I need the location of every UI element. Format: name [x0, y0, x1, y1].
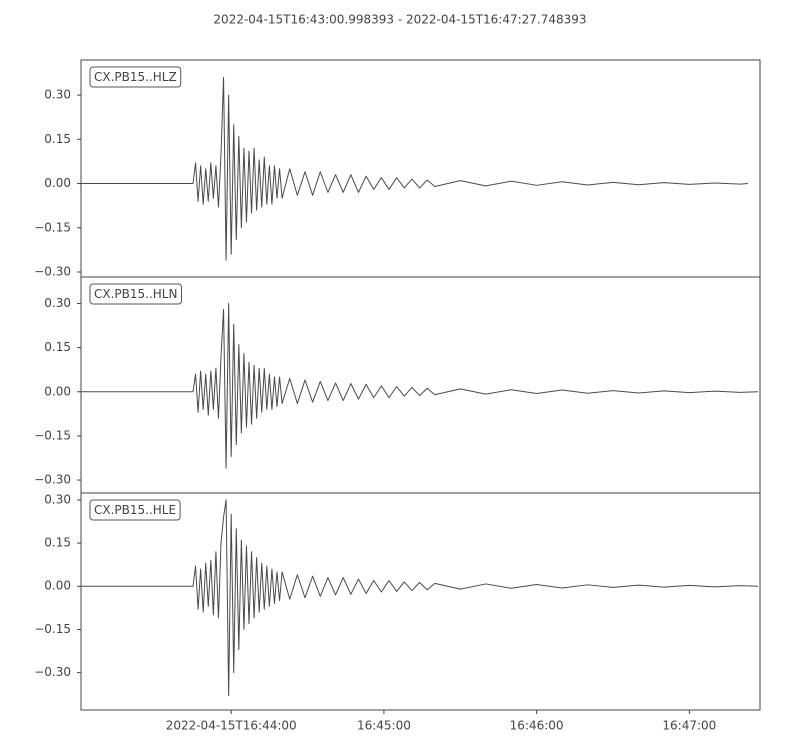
trace-label-text: CX.PB15..HLZ	[94, 70, 177, 84]
y-tick-label: 0.00	[44, 176, 71, 190]
waveform	[81, 302, 759, 469]
trace-label-text: CX.PB15..HLE	[94, 503, 176, 517]
trace-label-text: CX.PB15..HLN	[94, 287, 177, 301]
y-tick-label: 0.30	[44, 492, 71, 506]
y-tick-label: 0.00	[44, 579, 71, 593]
figure-title: 2022-04-15T16:43:00.998393 - 2022-04-15T…	[213, 13, 586, 27]
trace-label: CX.PB15..HLZ	[89, 66, 182, 88]
trace-label-box	[89, 499, 181, 521]
y-tick-label: −0.15	[34, 622, 71, 636]
x-tick-label: 2022-04-15T16:44:00	[166, 719, 297, 733]
waveform	[81, 76, 748, 261]
y-tick-label: −0.15	[34, 220, 71, 234]
panel-frame	[80, 59, 761, 278]
y-tick-label: 0.30	[44, 296, 71, 310]
y-tick-label: 0.30	[44, 88, 71, 102]
trace-label: CX.PB15..HLN	[89, 283, 182, 305]
y-tick-label: −0.30	[34, 473, 71, 487]
y-tick-label: 0.00	[44, 384, 71, 398]
y-tick-label: −0.30	[34, 665, 71, 679]
panel-frame	[80, 492, 761, 711]
x-tick-label: 16:45:00	[357, 719, 411, 733]
y-tick-label: −0.15	[34, 428, 71, 442]
y-tick-label: 0.15	[44, 536, 71, 550]
trace-label-box	[89, 66, 182, 88]
waveform	[81, 499, 759, 697]
y-tick-label: 0.15	[44, 132, 71, 146]
trace-label: CX.PB15..HLE	[89, 499, 181, 521]
y-tick-label: −0.30	[34, 264, 71, 278]
y-tick-label: 0.15	[44, 340, 71, 354]
x-tick-label: 16:46:00	[510, 719, 564, 733]
x-tick-label: 16:47:00	[662, 719, 716, 733]
trace-label-box	[89, 283, 182, 305]
panel-frame	[80, 276, 761, 494]
